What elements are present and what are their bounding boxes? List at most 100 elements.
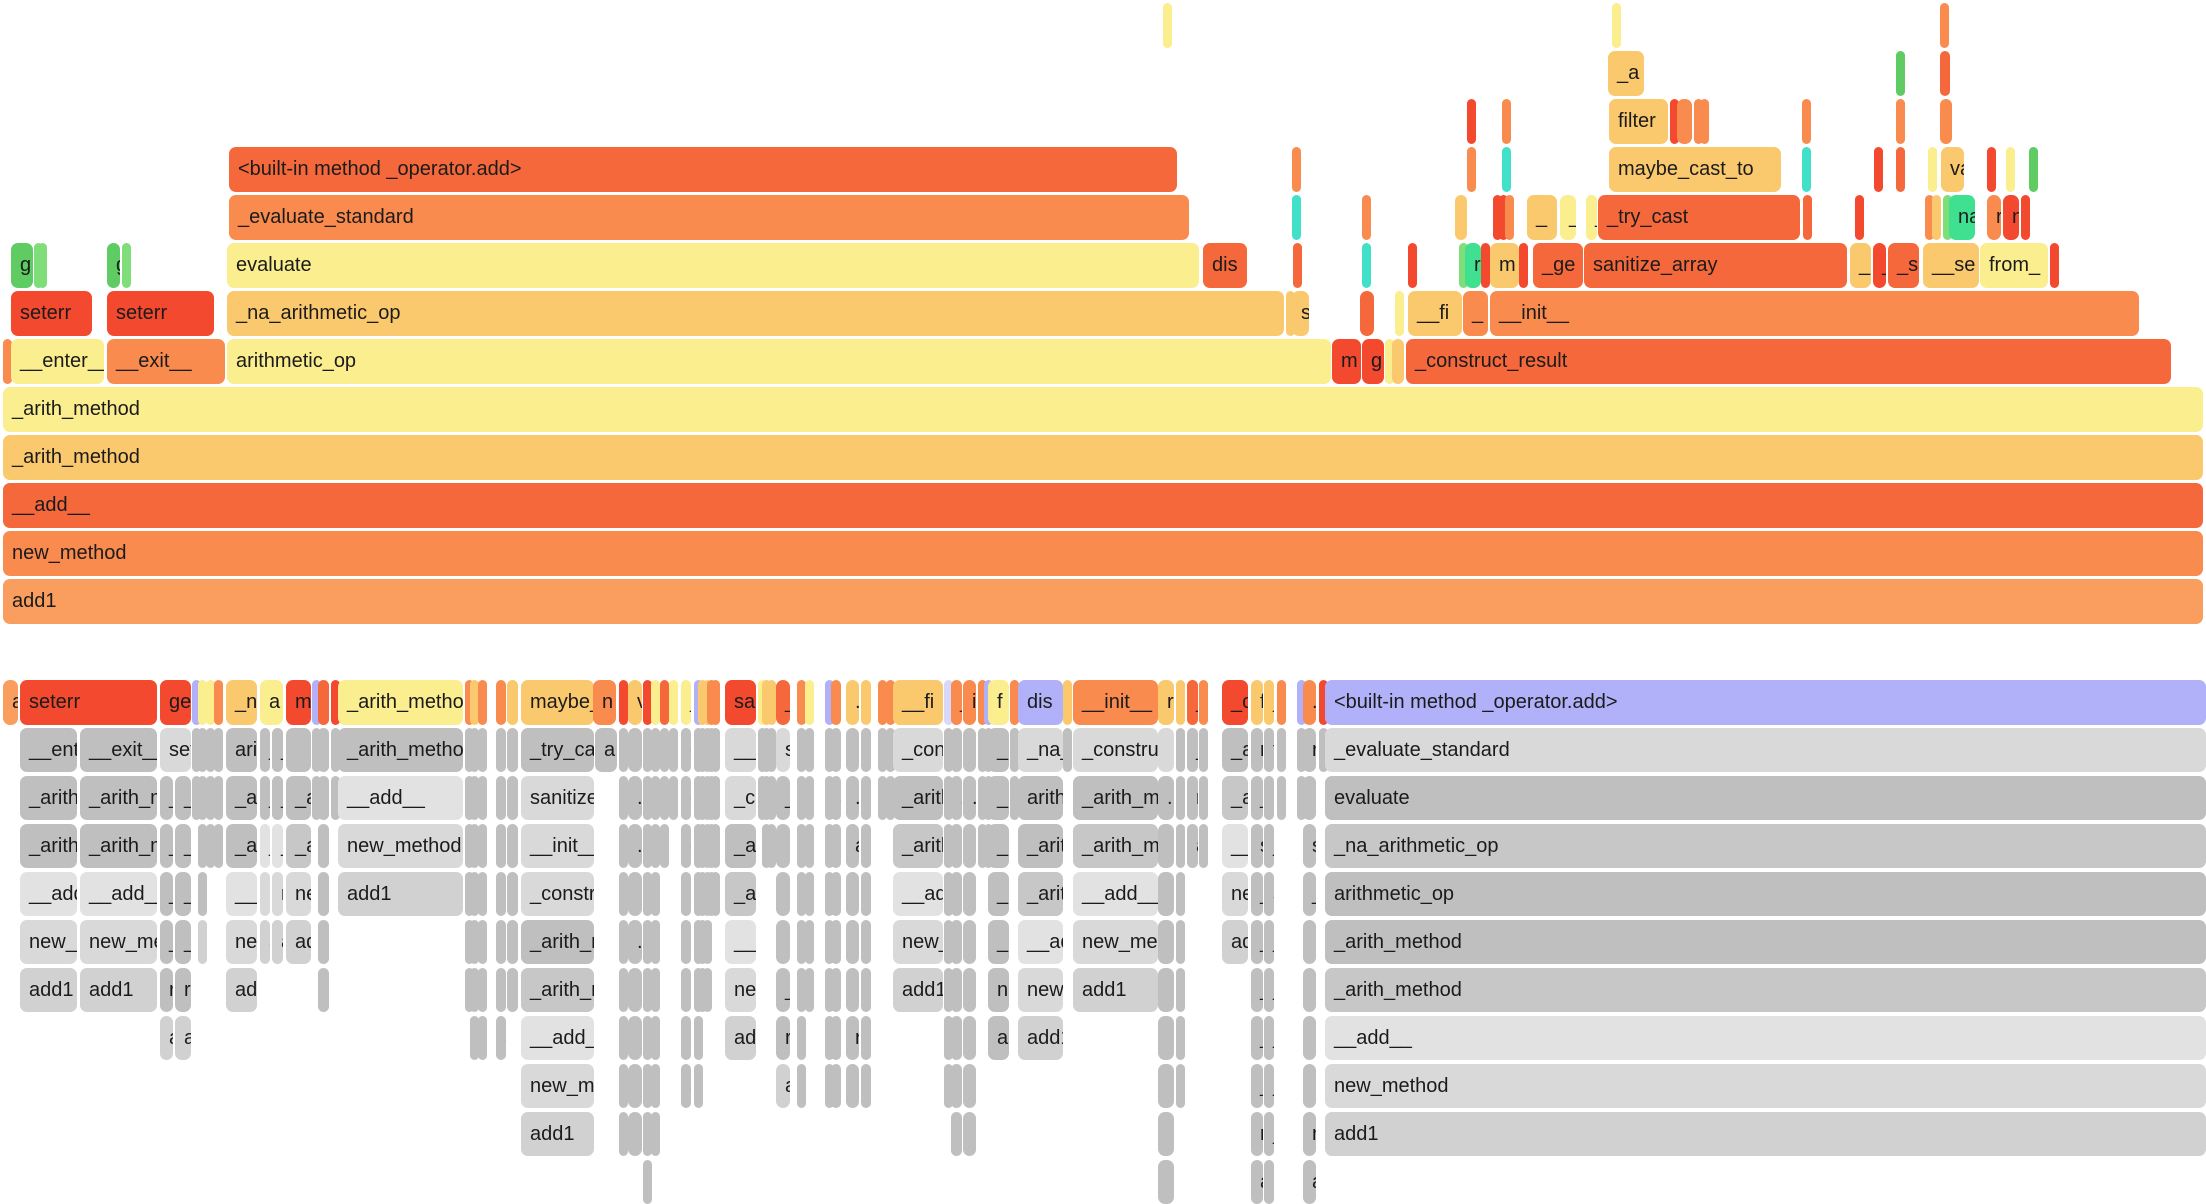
frame-sliver[interactable] [681,968,691,1012]
frame-construct-result[interactable]: _construct_result [521,872,594,916]
frame-sliver[interactable] [1519,243,1528,288]
frame-arith-method[interactable]: _arith_method [893,776,943,820]
frame-sliver[interactable] [711,776,720,820]
frame-r[interactable]: r [776,1016,790,1060]
frame-sliver[interactable] [805,872,814,916]
frame-sliver[interactable] [465,824,474,868]
frame-sliver[interactable] [496,680,506,725]
frame-sliver[interactable] [496,728,506,772]
frame-sliver[interactable] [805,728,814,772]
frame-try-cast[interactable]: _try_cast [521,728,594,772]
frame-[interactable]: . [846,680,859,725]
frame-sliver[interactable] [1293,243,1302,288]
frame-[interactable]: _ [1251,1016,1263,1060]
frame-sliver[interactable] [465,920,474,964]
frame-g[interactable]: g [1362,339,1384,384]
frame-sliver[interactable] [1408,243,1417,288]
frame-[interactable]: . [628,920,642,964]
frame-sliver[interactable] [628,968,642,1012]
frame-add1[interactable]: add1 [226,968,257,1012]
frame-seterr[interactable]: seterr [160,728,191,772]
frame-[interactable]: _ [1264,1112,1274,1156]
frame-[interactable]: - [681,824,691,868]
frame-r[interactable]: r [1465,243,1481,288]
frame-na-arithmetic-op[interactable]: _na_arithmetic_op [1018,728,1063,772]
frame-sliver[interactable] [286,728,311,772]
frame-enter[interactable]: __enter__ [20,728,77,772]
frame-sliver[interactable] [698,680,707,725]
frame-n[interactable]: n [1187,776,1198,820]
frame-[interactable]: _ [988,776,1009,820]
frame-sliver[interactable] [1493,195,1502,240]
frame-[interactable]: . [846,776,859,820]
frame-sliver[interactable] [776,824,790,868]
frame-sliver[interactable] [2050,243,2059,288]
frame-sliver[interactable] [1896,147,1905,192]
frame-[interactable]: _ [160,872,173,916]
frame-enter[interactable]: __enter__ [11,339,104,384]
frame-n[interactable]: n [988,968,1009,1012]
frame-sliver[interactable] [1199,680,1208,725]
frame-sliver[interactable] [944,824,953,868]
frame-add1[interactable]: add1 [1325,1112,2206,1156]
frame-na[interactable]: na [1949,195,1975,240]
frame-arith-method[interactable]: _arith_method [338,728,463,772]
frame-add1[interactable]: add1 [1018,1016,1063,1060]
frame-sliver[interactable] [465,968,474,1012]
frame-sliver[interactable] [619,728,628,772]
frame-sliver[interactable] [192,776,201,820]
frame-[interactable]: _ [988,824,1009,868]
frame-[interactable]: _ [1251,920,1263,964]
frame-sliver[interactable] [797,1064,806,1108]
frame-add1[interactable]: add1 [260,920,270,964]
frame-[interactable]: . [669,680,678,725]
frame-sliver[interactable] [861,920,871,964]
frame-sliver[interactable] [698,776,707,820]
frame-sliver[interactable] [1499,195,1508,240]
frame-sliver[interactable] [1925,195,1934,240]
frame-sliver[interactable] [318,680,329,725]
frame-[interactable]: . [628,776,642,820]
frame-sliver[interactable] [651,872,660,916]
frame-[interactable]: _ [1264,680,1274,725]
frame-sliver[interactable] [1502,99,1511,144]
frame-sliver[interactable] [1158,824,1174,868]
frame-sliver[interactable] [1612,3,1621,48]
frame-arith-method[interactable]: _arith_method [3,387,2203,432]
frame-[interactable]: _ [1187,680,1198,725]
frame-add[interactable]: __add__ [226,872,257,916]
frame-seterr[interactable]: seterr [107,291,214,336]
frame-sliver[interactable] [470,680,479,725]
frame-arith-method[interactable]: _arith_method [260,776,270,820]
frame-arithmetic-op[interactable]: arithmetic_op [226,728,257,772]
frame-sliver[interactable] [318,920,329,964]
frame-sliver[interactable] [669,776,678,820]
frame-sliver[interactable] [1158,1160,1174,1204]
frame-sliver[interactable] [694,1064,703,1108]
frame-sliver[interactable] [1694,99,1703,144]
frame-arith-method[interactable]: _arith_method [338,680,463,725]
frame-[interactable]: . [1303,680,1316,725]
frame-sliver[interactable] [861,728,871,772]
frame-sliver[interactable] [825,968,834,1012]
frame-[interactable]: _ [1251,776,1263,820]
frame-a[interactable]: a [595,728,617,772]
frame-s[interactable]: s [776,728,790,772]
frame-sliver[interactable] [651,968,660,1012]
frame-sliver[interactable] [831,872,841,916]
frame-sliver[interactable] [1176,728,1185,772]
frame-add[interactable]: __add__ [1222,824,1248,868]
frame-sliver[interactable] [886,776,895,820]
frame-sliver[interactable] [643,824,652,868]
frame-[interactable]: _ [175,872,191,916]
frame-n[interactable]: n [1251,728,1263,772]
frame-r[interactable]: r [681,1016,691,1060]
frame-sliver[interactable] [643,1160,652,1204]
frame-sliver[interactable] [478,728,487,772]
frame-add[interactable]: __add__ [1325,1016,2206,1060]
frame-seterr[interactable]: seterr [11,291,92,336]
frame-sliver[interactable] [198,872,207,916]
frame-sanitize-array[interactable]: sanitize_array [521,776,594,820]
frame-sliver[interactable] [465,776,474,820]
frame-m[interactable]: m [1332,339,1361,384]
